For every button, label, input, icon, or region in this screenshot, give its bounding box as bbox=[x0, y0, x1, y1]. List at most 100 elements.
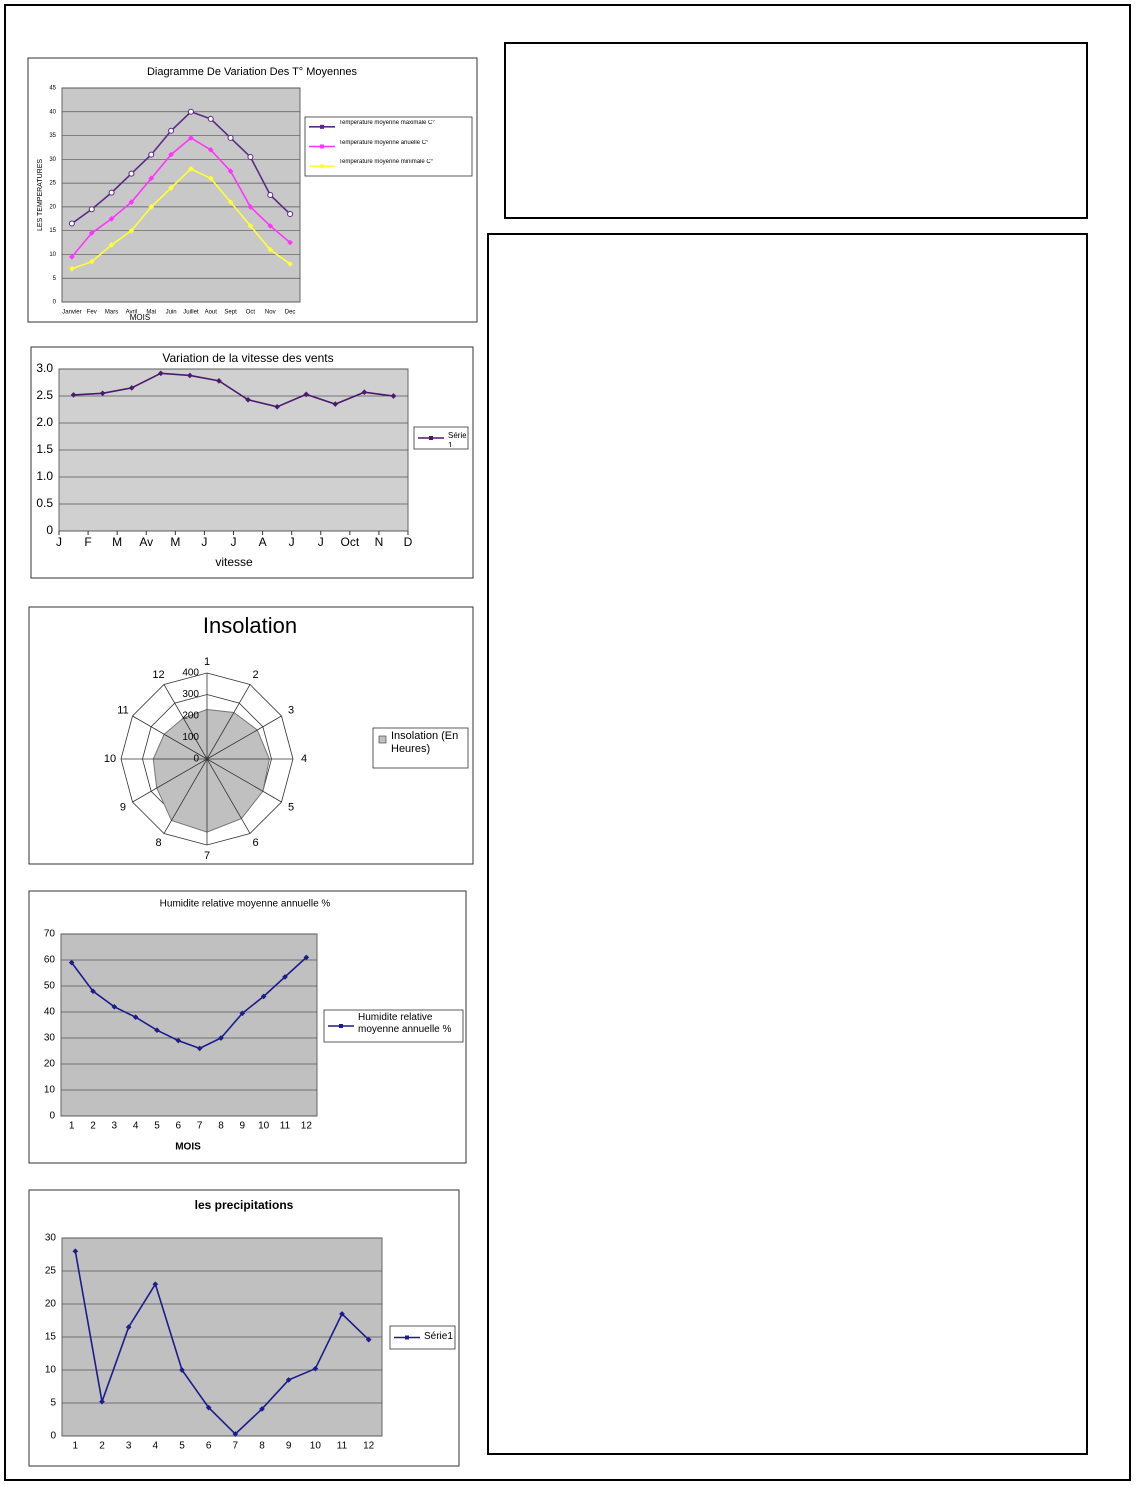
point bbox=[88, 230, 95, 236]
legend-marker bbox=[320, 124, 324, 129]
point bbox=[168, 151, 174, 158]
point bbox=[175, 1037, 182, 1044]
legend bbox=[389, 1325, 456, 1350]
legend-marker bbox=[320, 164, 324, 169]
point bbox=[260, 993, 267, 1000]
point bbox=[267, 246, 274, 253]
chart-title: Variation de la vitesse des vents bbox=[162, 351, 333, 365]
empty-box bbox=[504, 42, 1088, 219]
y-tick-label: 50 bbox=[44, 981, 56, 992]
x-tick-label: 11 bbox=[280, 1121, 291, 1132]
legend-marker bbox=[339, 1024, 343, 1028]
point bbox=[339, 1311, 345, 1317]
y-tick-label: 40 bbox=[49, 109, 56, 115]
point bbox=[70, 392, 77, 398]
x-tick-label: Avril bbox=[126, 310, 138, 316]
point bbox=[128, 385, 135, 391]
point bbox=[207, 115, 214, 122]
y-tick-label: 0 bbox=[50, 1431, 56, 1442]
point bbox=[68, 220, 75, 227]
point bbox=[128, 170, 135, 177]
legend-label: Série 1 bbox=[448, 431, 466, 447]
legend-label-box: Série1 bbox=[424, 1331, 453, 1342]
point bbox=[267, 192, 274, 198]
r-tick-label: 400 bbox=[182, 668, 199, 679]
point bbox=[287, 239, 293, 246]
y-tick-label: 3.0 bbox=[36, 361, 53, 375]
y-tick-label: 0.5 bbox=[36, 496, 53, 510]
x-tick-label: 1 bbox=[73, 1441, 79, 1452]
category-label: 8 bbox=[155, 837, 161, 849]
x-tick-label: D bbox=[404, 535, 413, 549]
point bbox=[68, 959, 75, 966]
page-border bbox=[4, 4, 1131, 1481]
y-tick-label: 20 bbox=[49, 204, 56, 210]
r-tick-label: 200 bbox=[182, 711, 199, 722]
x-tick-label: 4 bbox=[133, 1121, 139, 1132]
point bbox=[247, 204, 254, 210]
x-tick-label: 4 bbox=[153, 1441, 159, 1452]
series-line bbox=[74, 1251, 370, 1436]
point bbox=[132, 1014, 139, 1021]
y-axis-label: LES TEMPERATURES bbox=[37, 159, 44, 231]
spoke bbox=[206, 758, 282, 803]
point bbox=[312, 1365, 319, 1372]
point bbox=[108, 215, 115, 222]
category-label: 9 bbox=[120, 801, 126, 813]
legend-marker bbox=[320, 144, 324, 149]
point bbox=[287, 211, 294, 218]
point bbox=[99, 1398, 105, 1405]
point bbox=[128, 227, 135, 234]
category-label: 11 bbox=[117, 704, 128, 716]
x-axis-label: MOIS bbox=[175, 1142, 201, 1153]
category-label: 3 bbox=[288, 704, 294, 716]
x-tick-label: Mai bbox=[146, 310, 156, 316]
point bbox=[247, 223, 254, 229]
y-tick-label: 45 bbox=[49, 86, 56, 92]
point bbox=[152, 1281, 159, 1288]
series-line bbox=[73, 372, 394, 408]
y-tick-label: 15 bbox=[49, 228, 56, 234]
chart-title: les precipitations bbox=[195, 1198, 294, 1212]
x-tick-label: 12 bbox=[363, 1441, 375, 1452]
x-tick-label: 11 bbox=[337, 1441, 348, 1452]
point bbox=[157, 370, 164, 377]
point bbox=[259, 1406, 265, 1412]
legend-label: Temperature moyenne minimale C° bbox=[339, 159, 434, 166]
x-tick-label: 1 bbox=[69, 1121, 75, 1132]
x-tick-label: J bbox=[201, 535, 207, 549]
point bbox=[267, 223, 274, 229]
x-tick-label: 8 bbox=[218, 1121, 224, 1132]
x-tick-label: 5 bbox=[179, 1441, 185, 1452]
x-tick-label: J bbox=[289, 535, 295, 549]
category-label: 2 bbox=[252, 669, 258, 681]
point bbox=[125, 1324, 132, 1330]
point bbox=[88, 258, 95, 265]
y-tick-label: 2.5 bbox=[36, 388, 53, 402]
x-tick-label: 6 bbox=[206, 1441, 212, 1452]
y-tick-label: 10 bbox=[45, 1365, 57, 1376]
y-tick-label: 40 bbox=[44, 1007, 56, 1018]
point bbox=[196, 1045, 203, 1052]
spoke bbox=[132, 758, 208, 803]
category-label: 1 bbox=[204, 656, 210, 668]
point bbox=[207, 146, 214, 153]
point bbox=[361, 389, 368, 396]
r-tick-label: 0 bbox=[193, 754, 199, 765]
x-tick-label: N bbox=[375, 535, 384, 549]
spoke bbox=[206, 715, 282, 760]
legend-label-box: Série 1 bbox=[448, 431, 466, 447]
legend-label: Temperature moyenne maximale C° bbox=[339, 119, 435, 126]
legend-label: Insolation (En Heures) bbox=[391, 730, 459, 756]
x-tick-label: 10 bbox=[310, 1441, 322, 1452]
point bbox=[287, 261, 293, 267]
y-tick-label: 1.0 bbox=[36, 469, 53, 483]
y-tick-label: 30 bbox=[44, 1033, 56, 1044]
category-label: 6 bbox=[252, 837, 258, 849]
y-tick-label: 15 bbox=[45, 1332, 57, 1343]
point bbox=[187, 108, 194, 115]
point bbox=[245, 396, 251, 403]
y-tick-label: 0 bbox=[46, 523, 53, 537]
plot-area bbox=[60, 933, 318, 1117]
x-tick-label: 2 bbox=[99, 1441, 105, 1452]
